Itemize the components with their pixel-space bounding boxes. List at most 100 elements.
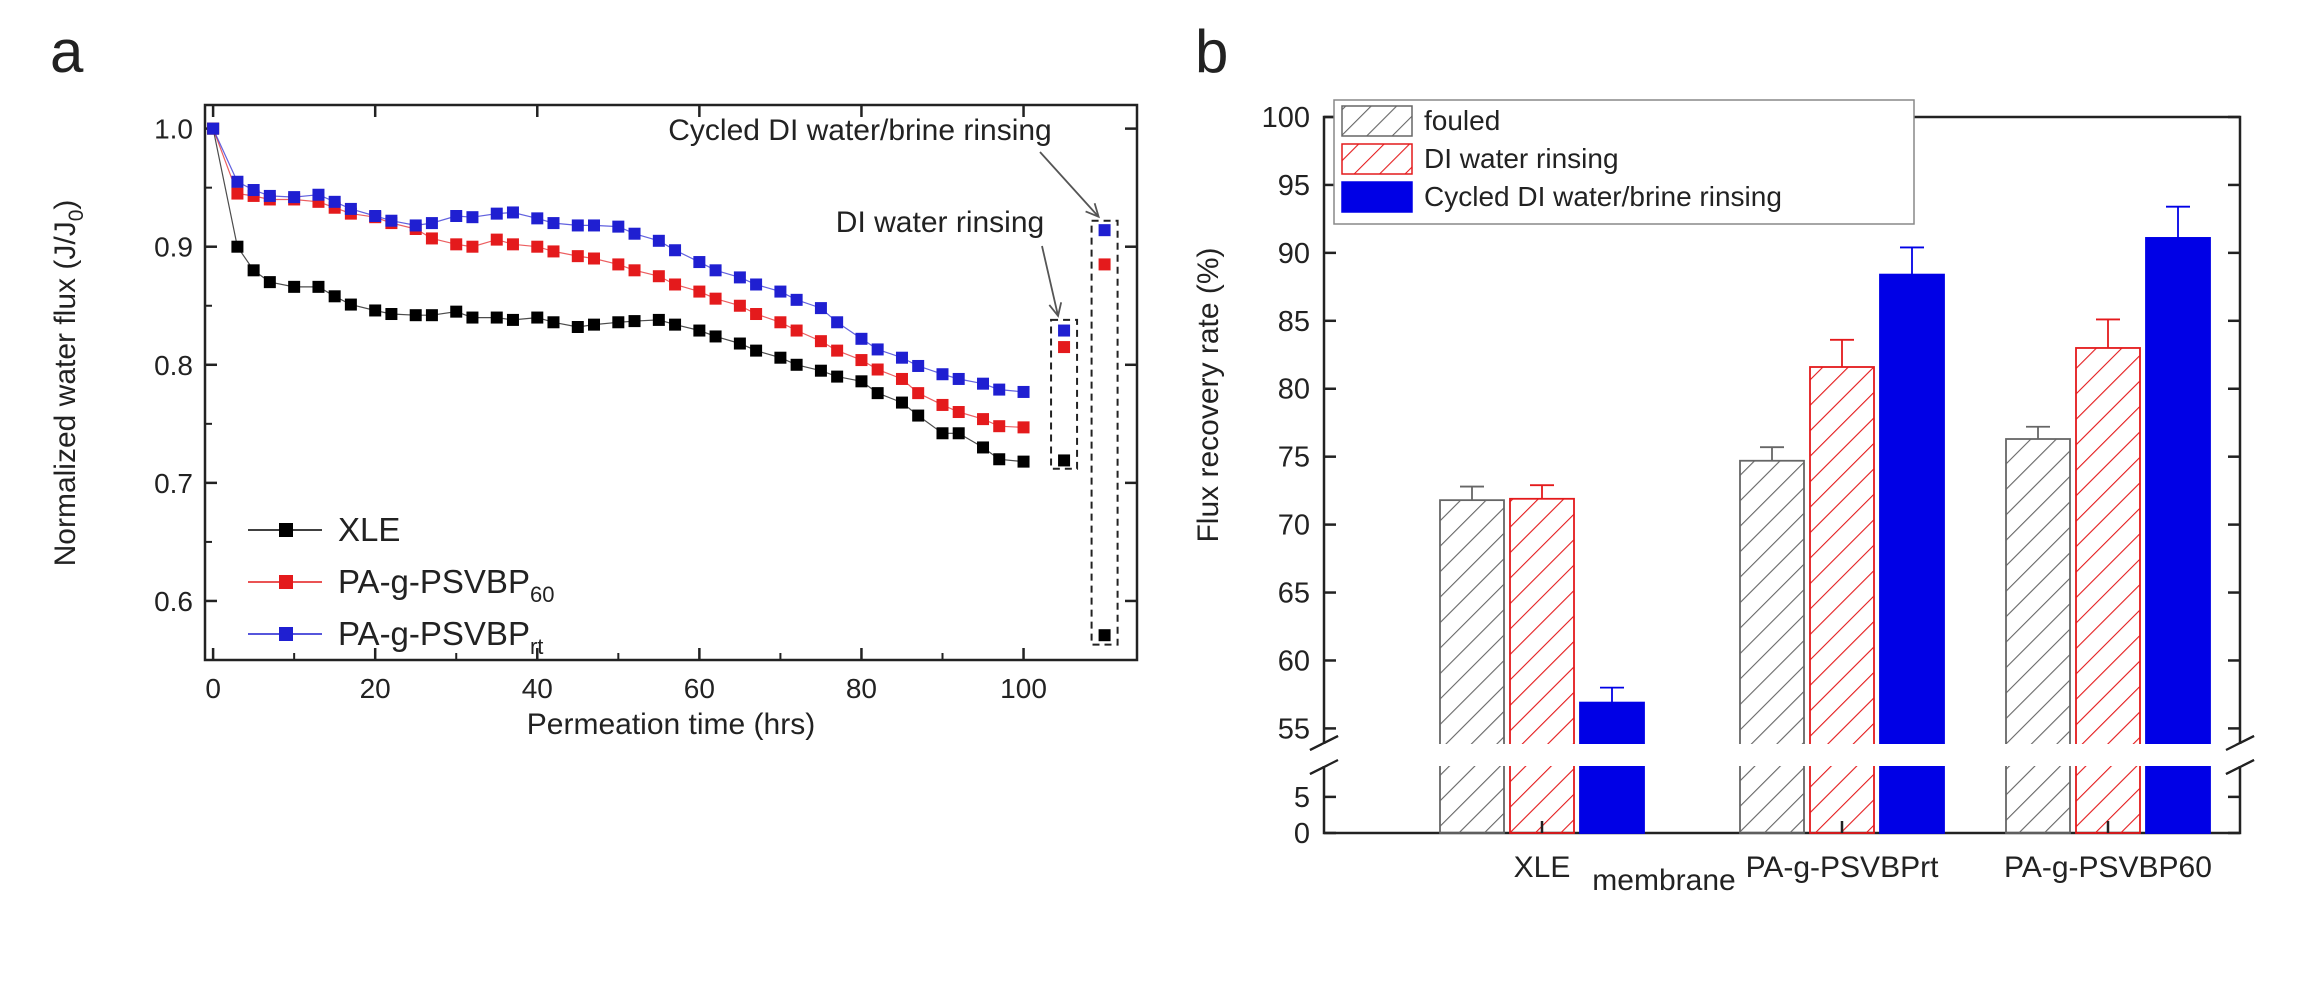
panel-b-axis-break-mark <box>2225 735 2255 751</box>
panel-a-rinse-point-pa-g-psvbp60 <box>1098 258 1111 271</box>
panel-a-point-pa-g-psvbp60 <box>571 250 584 263</box>
panel-a-point-pa-g-psvbp60 <box>831 344 844 357</box>
panel-a-point-pa-g-psvbp60 <box>814 335 827 348</box>
panel-a-point-pa-g-psvbp60 <box>1017 421 1030 434</box>
panel-a-rinse-point-xle <box>1058 454 1071 467</box>
panel-b-label: b <box>1195 18 1228 85</box>
panel-a-point-pa-g-psvbprt <box>993 383 1006 396</box>
panel-b-ticks <box>1324 115 2240 835</box>
panel-b-legend-swatch-fouled <box>1341 105 1413 137</box>
panel-a-y-tick-labels: 0.6 0.7 0.8 0.9 1.0 <box>154 114 193 617</box>
panel-a-point-pa-g-psvbprt <box>450 210 463 222</box>
panel-a-point-pa-g-psvbp60 <box>750 308 763 321</box>
panel-b-y-tick-label: 75 <box>1278 442 1310 474</box>
panel-a-plot-frame <box>203 103 1139 662</box>
panel-b-legend: fouled DI water rinsing Cycled DI water/br… <box>1333 99 1915 225</box>
panel-a-x-tick-label: 80 <box>846 673 877 704</box>
panel-a-x-tick-label: 60 <box>684 673 715 704</box>
panel-a-point-xle <box>652 313 665 326</box>
panel-a-point-xle <box>369 304 382 317</box>
panel-a-point-xle <box>231 240 244 253</box>
panel-a-point-pa-g-psvbprt <box>247 184 260 197</box>
panel-a-chart: a 0 20 40 60 80 100 0.6 0.7 0.8 0.9 1.0 Permeatio… <box>49 18 1139 741</box>
panel-a-point-pa-g-psvbprt <box>506 206 519 219</box>
panel-a-point-pa-g-psvbprt <box>288 191 301 204</box>
panel-a-point-xle <box>993 453 1006 466</box>
panel-b-legend-box <box>1333 99 1915 225</box>
panel-b-axis-break-mark <box>2225 759 2255 775</box>
panel-a-point-pa-g-psvbp60 <box>628 264 641 277</box>
panel-a-point-pa-g-psvbprt <box>790 293 803 306</box>
panel-a-y-tick-label: 0.8 <box>154 350 193 381</box>
panel-a-annotations: DI water rinsing Cycled DI water/brine ri… <box>668 114 1119 646</box>
panel-a-point-pa-g-psvbprt <box>652 234 665 247</box>
panel-a-rinse-point-pa-g-psvbprt <box>1098 224 1111 237</box>
panel-a-point-xle <box>790 358 803 371</box>
panel-b-axis-break-mark <box>1309 735 1339 751</box>
panel-a-rinse-box <box>1050 318 1079 470</box>
panel-b-y-tick-label: 0 <box>1294 818 1310 850</box>
panel-b-y-tick-label: 55 <box>1278 713 1310 745</box>
panel-a-point-xle <box>328 290 341 303</box>
panel-a-y-tick-label: 0.7 <box>154 468 193 499</box>
panel-a-point-pa-g-psvbprt <box>855 332 868 345</box>
panel-a-point-xle <box>895 396 908 409</box>
panel-b-y-tick-label: 60 <box>1278 645 1310 677</box>
panel-a-point-pa-g-psvbprt <box>328 195 341 208</box>
panel-a-point-xle <box>450 305 463 318</box>
panel-a-legend-label-sub: 60 <box>530 582 554 607</box>
panel-a-x-tick-label: 40 <box>522 673 553 704</box>
panel-a-point-xle <box>409 309 422 322</box>
panel-a-point-pa-g-psvbprt <box>669 244 682 257</box>
panel-a-point-xle <box>247 264 260 277</box>
panel-b-axis-break-gap <box>1322 744 2242 766</box>
panel-a-point-pa-g-psvbprt <box>231 175 244 188</box>
panel-a-point-xle <box>571 321 584 333</box>
panel-a-point-pa-g-psvbprt <box>977 377 990 390</box>
panel-a-point-pa-g-psvbprt <box>871 343 884 356</box>
panel-a-y-tick-label: 1.0 <box>154 114 193 145</box>
panel-a-legend-marker-pa-g-psvbp60 <box>279 575 293 589</box>
panel-a-point-pa-g-psvbprt <box>750 278 763 291</box>
panel-b-bar-di-water-rinsing <box>1509 497 1575 834</box>
panel-a-point-xle <box>1017 455 1030 468</box>
panel-b-category-label: XLE <box>1514 851 1571 884</box>
panel-a-x-tick-labels: 0 20 40 60 80 100 <box>205 673 1047 704</box>
panel-b-category-label: PA-g-PSVBP60 <box>2004 851 2212 884</box>
panel-a-point-pa-g-psvbprt <box>936 368 949 381</box>
panel-a-point-pa-g-psvbp60 <box>531 240 544 253</box>
panel-a-point-pa-g-psvbp60 <box>952 406 965 419</box>
panel-b-legend-swatch-di-water-rinsing <box>1341 143 1413 175</box>
panel-a-legend-marker-xle <box>279 523 293 537</box>
panel-a-arrowhead <box>1048 302 1063 318</box>
panel-b-y-tick-label: 90 <box>1278 238 1310 270</box>
panel-a-point-pa-g-psvbp60 <box>993 420 1006 433</box>
panel-a-rinse-point-pa-g-psvbprt <box>1058 324 1071 337</box>
panel-b-axis-break-mark <box>1309 759 1339 775</box>
panel-a-point-pa-g-psvbp60 <box>855 354 868 367</box>
panel-b-bar-cycled-di-water-brine-rinsing <box>2145 237 2211 834</box>
panel-b-bar-fouled <box>1439 499 1505 834</box>
panel-a-point-xle <box>912 409 925 422</box>
panel-a-point-pa-g-psvbprt <box>709 264 722 277</box>
panel-a-point-xle <box>466 311 479 324</box>
panel-b-bar-fouled <box>1739 459 1805 834</box>
panel-a-point-pa-g-psvbp60 <box>912 387 925 400</box>
panel-a-rinse-point-pa-g-psvbp60 <box>1058 341 1071 354</box>
panel-a-point-xle <box>490 311 503 324</box>
panel-a-point-pa-g-psvbprt <box>952 372 965 385</box>
panel-b-category-label: PA-g-PSVBPrt <box>1746 851 1939 884</box>
panel-a-point-pa-g-psvbp60 <box>231 187 244 200</box>
panel-a-y-axis-label: Normalized water flux (J/J0) <box>49 200 88 567</box>
panel-b-y-tick-label: 85 <box>1278 306 1310 338</box>
panel-a-legend-label-main: PA-g-PSVBP <box>338 615 530 652</box>
panel-a-point-xle <box>774 351 787 364</box>
panel-a-point-pa-g-psvbp60 <box>547 245 560 258</box>
panel-a-point-pa-g-psvbprt <box>547 217 560 230</box>
panel-a-point-xle <box>385 308 398 321</box>
panel-a-point-xle <box>425 309 438 322</box>
panel-a-rinse-box <box>1090 219 1119 646</box>
panel-a-point-pa-g-psvbp60 <box>709 292 722 305</box>
